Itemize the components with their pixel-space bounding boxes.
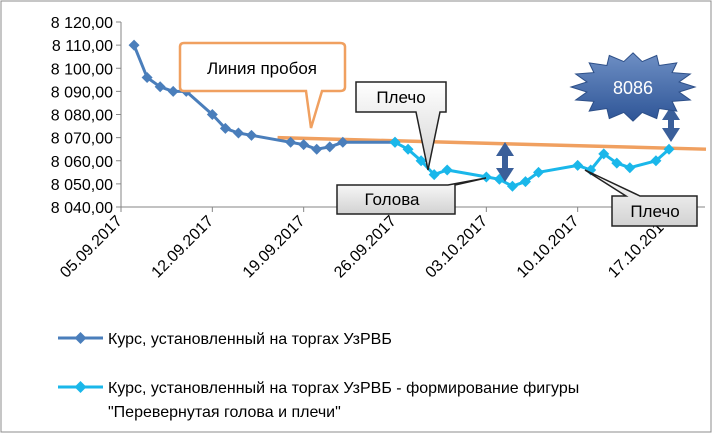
series-2-point (389, 136, 401, 148)
series-1-point (298, 139, 310, 151)
y-tick-label: 8 080,00 (51, 108, 113, 125)
legend-label-2-line-1: Курс, установленный на торгах УзРВБ - фо… (108, 380, 579, 397)
series-2-point (441, 164, 453, 176)
target-arrow (662, 106, 680, 142)
series-2-point (428, 169, 440, 181)
series-1-point (128, 39, 140, 51)
series-1-point (337, 136, 349, 148)
series-1-point (232, 127, 244, 139)
legend-label-2-line-2: "Перевернутая голова и плечи" (108, 404, 341, 421)
target-label: 8086 (613, 78, 653, 98)
shoulder-left-callout: Плечо (355, 81, 447, 171)
series-2-point (611, 157, 623, 169)
series-1-point (141, 72, 153, 83)
series-1-point (311, 143, 323, 155)
y-tick-label: 8 120,00 (51, 15, 113, 32)
shoulder-right-callout: Плечо (584, 169, 698, 227)
y-tick-label: 8 060,00 (51, 154, 113, 171)
series-2-point (402, 143, 414, 155)
head-callout: Голова (336, 177, 487, 215)
y-tick-label: 8 110,00 (52, 38, 113, 55)
head-arrow (496, 142, 514, 182)
series-1-point (167, 85, 179, 97)
series-2-point (598, 148, 610, 160)
series-2-point (480, 171, 492, 183)
breakout-callout: Линия пробоя (178, 41, 347, 129)
y-tick-label: 8 100,00 (51, 61, 113, 78)
series-1-point (219, 122, 231, 134)
y-tick-label: 8 090,00 (51, 84, 113, 101)
series-1-point (324, 141, 336, 153)
series-2-point (624, 162, 636, 174)
series-2 (389, 136, 675, 192)
series-1-point (154, 81, 166, 93)
legend-entry-1: Курс, установленный на торгах УзРВБ (58, 331, 392, 348)
series-2-point (533, 166, 545, 178)
target-burst: 8086 (569, 52, 697, 122)
series-2-point (663, 143, 675, 155)
breakout-label: Линия пробоя (207, 59, 317, 78)
series-2-point (506, 180, 518, 192)
series-1-point (206, 109, 218, 120)
series-1-point (245, 129, 257, 141)
shoulder-right-label: Плечо (630, 202, 679, 221)
series-layer (128, 39, 675, 192)
series-2-point (415, 155, 427, 167)
shoulder-left-label: Плечо (376, 88, 425, 107)
legend-label-1: Курс, установленный на торгах УзРВБ (108, 331, 392, 348)
y-axis-ticks: 8 040,00 8 050,00 8 060,00 8 070,00 8 080,00… (51, 15, 121, 217)
legend: Курс, установленный на торгах УзРВБ Курс… (58, 331, 584, 421)
y-tick-label: 8 070,00 (51, 131, 113, 148)
head-label: Голова (364, 190, 420, 209)
series-1-point (285, 136, 297, 148)
y-tick-label: 8 050,00 (51, 177, 113, 194)
series-2-point (572, 159, 584, 171)
series-2-point (519, 176, 531, 188)
breakout-line (277, 135, 707, 151)
series-2-point (650, 155, 662, 167)
legend-label-2: Курс, установленный на торгах УзРВБ - фо… (108, 380, 584, 421)
y-tick-label: 8 040,00 (51, 200, 113, 217)
legend-entry-2: Курс, установленный на торгах УзРВБ - фо… (58, 380, 584, 421)
